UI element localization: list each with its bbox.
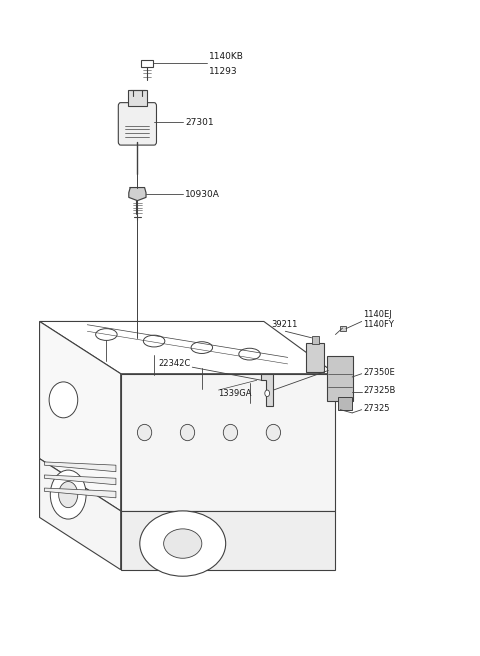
Ellipse shape — [223, 424, 238, 441]
Polygon shape — [44, 488, 116, 498]
FancyBboxPatch shape — [306, 343, 324, 372]
Ellipse shape — [191, 342, 213, 354]
Ellipse shape — [266, 424, 281, 441]
Polygon shape — [120, 374, 336, 511]
Ellipse shape — [180, 424, 195, 441]
FancyBboxPatch shape — [118, 102, 156, 145]
FancyBboxPatch shape — [340, 326, 346, 331]
Ellipse shape — [239, 348, 260, 360]
Polygon shape — [44, 462, 116, 472]
Ellipse shape — [144, 335, 165, 347]
FancyBboxPatch shape — [141, 60, 153, 67]
Text: 10930A: 10930A — [185, 190, 220, 199]
Text: 1140KB: 1140KB — [209, 52, 244, 62]
Ellipse shape — [140, 511, 226, 576]
Text: 39211: 39211 — [271, 320, 298, 329]
Text: 27325: 27325 — [363, 404, 390, 413]
Polygon shape — [39, 321, 336, 374]
Text: 27350E: 27350E — [363, 368, 395, 377]
Polygon shape — [262, 374, 274, 406]
FancyBboxPatch shape — [312, 337, 319, 344]
Ellipse shape — [49, 382, 78, 418]
FancyBboxPatch shape — [327, 356, 353, 401]
Ellipse shape — [137, 424, 152, 441]
Polygon shape — [44, 475, 116, 485]
FancyBboxPatch shape — [128, 90, 147, 106]
Text: 1339GA: 1339GA — [218, 389, 252, 398]
Text: 1140FY: 1140FY — [363, 320, 394, 329]
FancyBboxPatch shape — [338, 397, 352, 409]
Text: 22342C: 22342C — [159, 359, 191, 369]
Ellipse shape — [50, 470, 86, 519]
Ellipse shape — [96, 329, 117, 340]
Polygon shape — [120, 511, 336, 569]
Text: 11293: 11293 — [209, 67, 238, 76]
Ellipse shape — [164, 529, 202, 558]
Text: 27301: 27301 — [185, 117, 214, 127]
Text: 27325B: 27325B — [363, 386, 396, 395]
Polygon shape — [129, 188, 146, 201]
Polygon shape — [39, 321, 120, 511]
Ellipse shape — [59, 482, 78, 508]
Circle shape — [265, 390, 270, 397]
Text: 1140EJ: 1140EJ — [363, 310, 392, 319]
Polygon shape — [39, 459, 120, 569]
